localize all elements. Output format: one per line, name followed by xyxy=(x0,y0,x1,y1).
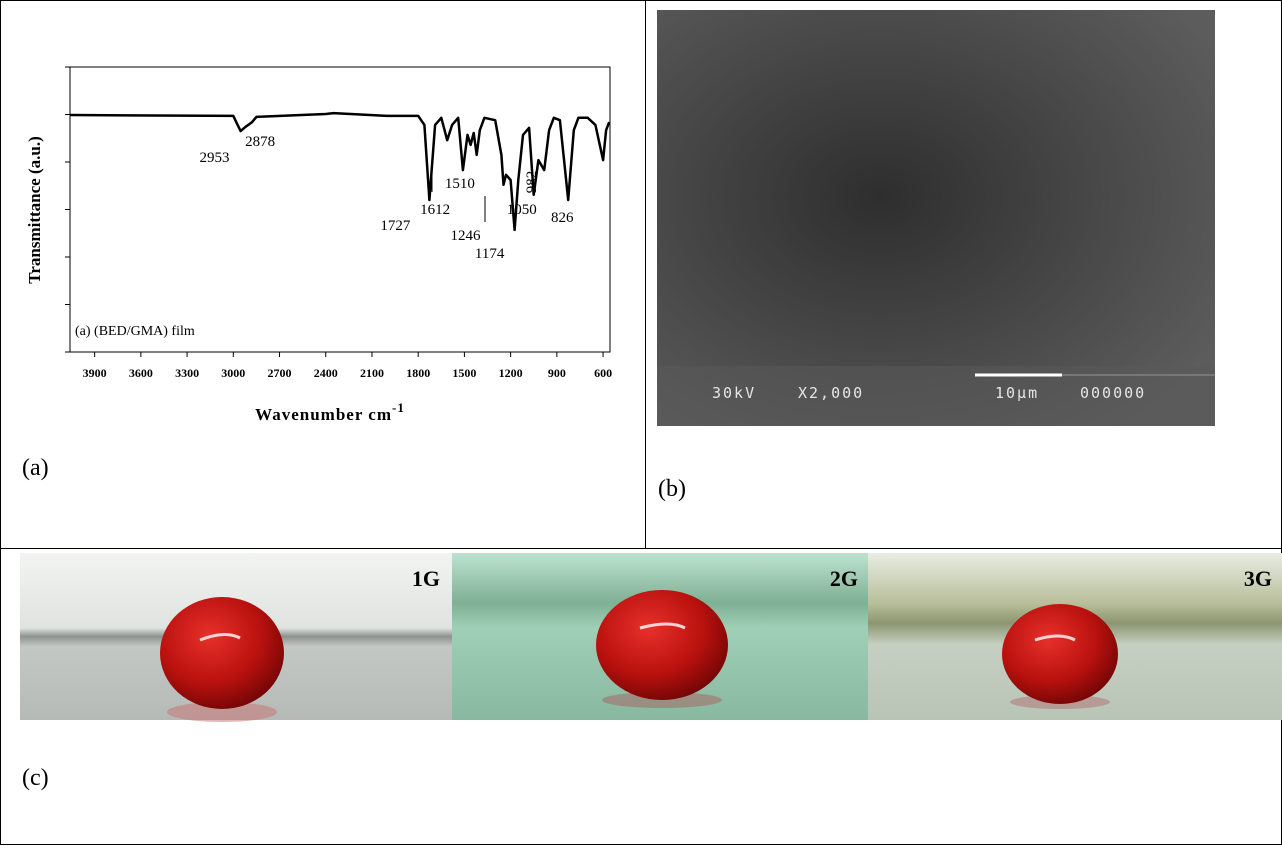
x-tick-label: 2400 xyxy=(314,366,338,380)
x-tick-label: 3600 xyxy=(129,366,153,380)
peak-label: 1246 xyxy=(451,228,482,244)
chart-note: (a) (BED/GMA) film xyxy=(75,324,195,339)
ftir-chart: Transmittance (a.u.) Wavenumber cm-1 (a)… xyxy=(25,67,612,424)
droplet xyxy=(160,597,284,709)
photo-label: 2G xyxy=(830,566,858,591)
x-tick-label: 1200 xyxy=(499,366,523,380)
x-tick-label: 3900 xyxy=(83,366,107,380)
x-axis-label: Wavenumber cm-1 xyxy=(255,400,405,424)
x-tick-label: 2700 xyxy=(268,366,292,380)
sem-magnification: X2,000 xyxy=(798,384,864,402)
peak-label: 1174 xyxy=(475,246,505,262)
x-tick-label: 1500 xyxy=(452,366,476,380)
sem-code: 000000 xyxy=(1080,384,1146,402)
droplet xyxy=(596,590,728,700)
peak-label: 2878 xyxy=(245,134,275,150)
peak-label: 826 xyxy=(551,210,574,226)
x-tick-label: 3300 xyxy=(175,366,199,380)
x-tick-label: 600 xyxy=(594,366,612,380)
sem-image xyxy=(657,10,1215,426)
panel-label: (a) xyxy=(22,455,49,481)
sem-voltage: 30kV xyxy=(712,384,756,402)
sem-scale: 10µm xyxy=(995,384,1039,402)
panel-label: (b) xyxy=(658,476,686,502)
x-tick-label: 900 xyxy=(548,366,566,380)
peak-label: 1727 xyxy=(380,218,411,234)
peak-label: 982 xyxy=(524,171,540,194)
x-axis-label-text: Wavenumber cm xyxy=(255,405,392,424)
x-tick-label: 3000 xyxy=(221,366,245,380)
x-tick-label: 1800 xyxy=(406,366,430,380)
y-axis-label: Transmittance (a.u.) xyxy=(25,136,44,283)
x-tick-label: 2100 xyxy=(360,366,384,380)
peak-label: 1050 xyxy=(507,202,537,218)
panel-label: (c) xyxy=(22,765,49,791)
x-axis-label-sup: -1 xyxy=(392,400,405,415)
droplet xyxy=(1002,604,1118,704)
peak-label: 1510 xyxy=(445,176,475,192)
photo-label: 3G xyxy=(1244,566,1272,591)
peak-label: 1612 xyxy=(420,202,450,218)
figure: Transmittance (a.u.) Wavenumber cm-1 (a)… xyxy=(0,0,1282,845)
photo-label: 1G xyxy=(412,566,440,591)
peak-label: 2953 xyxy=(200,150,230,166)
